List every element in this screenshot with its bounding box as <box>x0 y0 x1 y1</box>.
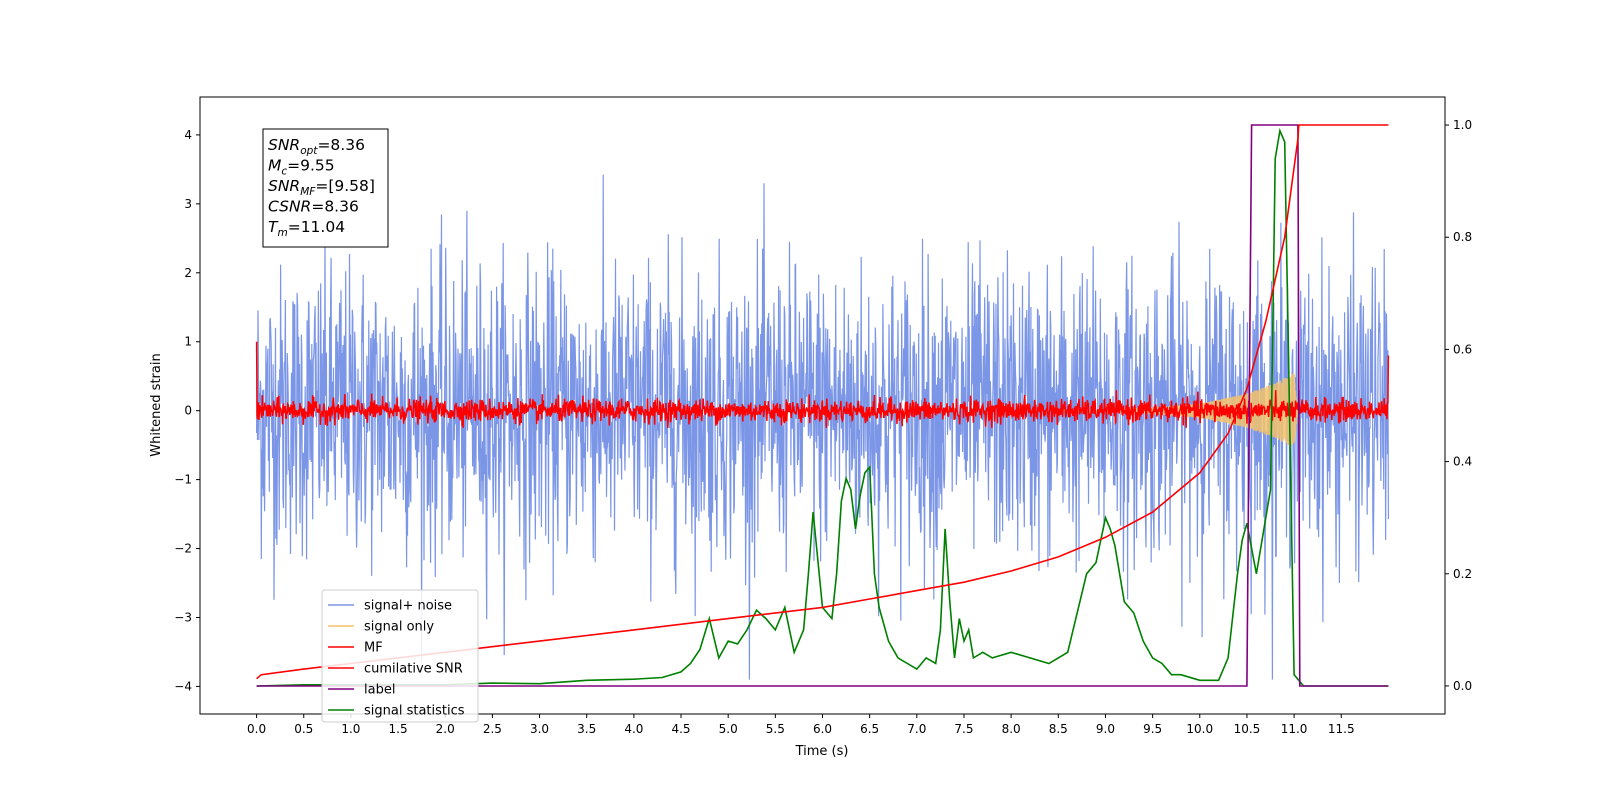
x-tick-label: 3.5 <box>577 722 596 736</box>
x-tick-label: 0.5 <box>294 722 313 736</box>
axes-layer: 0.0 0.5 1.0 1.5 2.0 2.5 3.0 3.5 4.0 4.5 5.0 5.5 6.0 6… <box>174 118 1472 736</box>
y-tick-label: −3 <box>174 610 192 624</box>
x-tick-label: 5.0 <box>719 722 738 736</box>
x-tick-label: 6.0 <box>813 722 832 736</box>
x-tick-label: 11.0 <box>1281 722 1308 736</box>
y2-tick-label: 0.4 <box>1453 455 1472 469</box>
x-axis-label: Time (s) <box>795 744 849 759</box>
y2-tick-label: 0.6 <box>1453 342 1472 356</box>
legend-label: cumilative SNR <box>364 662 463 677</box>
x-tick-label: 2.5 <box>483 722 502 736</box>
y-tick-label: −2 <box>174 542 192 556</box>
x-tick-label: 7.0 <box>907 722 926 736</box>
annotation-line: Mc=9.55 <box>268 157 335 178</box>
x-tick-label: 10.0 <box>1186 722 1213 736</box>
x-tick-label: 1.5 <box>389 722 408 736</box>
y2-tick-label: 0.2 <box>1453 567 1472 581</box>
annotation-line: SNRopt=8.36 <box>268 136 365 157</box>
y-tick-label: 4 <box>184 128 192 142</box>
x-tick-label: 9.5 <box>1143 722 1162 736</box>
y-tick-label: 0 <box>184 404 192 418</box>
x-tick-label: 3.0 <box>530 722 549 736</box>
x-tick-label: 9.0 <box>1096 722 1115 736</box>
series-signal-noise-line <box>256 174 1389 680</box>
series-mf-line <box>255 341 1390 428</box>
x-tick-label: 1.0 <box>341 722 360 736</box>
y2-tick-label: 0.8 <box>1453 230 1472 244</box>
annotation-line: SNRMF=[9.58] <box>268 177 375 198</box>
legend: signal+ noise signal only MF cumilative SNR… <box>321 589 479 723</box>
y2-tick-label: 1.0 <box>1453 118 1472 132</box>
y-tick-label: 2 <box>184 266 192 280</box>
y-axis-label: Whitened strain <box>149 353 164 456</box>
legend-frame <box>321 589 479 723</box>
legend-label: signal+ noise <box>364 599 452 614</box>
legend-label: signal only <box>364 620 434 635</box>
y-tick-label: 1 <box>184 335 192 349</box>
y-tick-label: 3 <box>184 197 192 211</box>
annotation-line: CSNR=8.36 <box>268 198 359 216</box>
x-tick-label: 7.5 <box>954 722 973 736</box>
y-tick-label: −1 <box>174 473 192 487</box>
x-tick-label: 8.0 <box>1002 722 1021 736</box>
annotation-frame <box>262 128 389 248</box>
series-label-line <box>256 124 1389 687</box>
x-tick-label: 8.5 <box>1049 722 1068 736</box>
x-tick-label: 10.5 <box>1234 722 1261 736</box>
x-tick-label: 4.0 <box>624 722 643 736</box>
legend-label: signal statistics <box>364 704 465 719</box>
y-tick-label: −4 <box>174 679 192 693</box>
x-tick-label: 2.0 <box>436 722 455 736</box>
x-tick-label: 6.5 <box>860 722 879 736</box>
x-tick-label: 0.0 <box>247 722 266 736</box>
legend-label: label <box>364 683 395 698</box>
x-tick-label: 5.5 <box>766 722 785 736</box>
y2-tick-label: 0.0 <box>1453 679 1472 693</box>
x-tick-label: 11.5 <box>1328 722 1355 736</box>
x-tick-label: 4.5 <box>671 722 690 736</box>
series-signal-statistics-line <box>256 127 1389 687</box>
legend-label: MF <box>364 641 383 656</box>
annotation-line: Tm=11.04 <box>268 218 345 239</box>
